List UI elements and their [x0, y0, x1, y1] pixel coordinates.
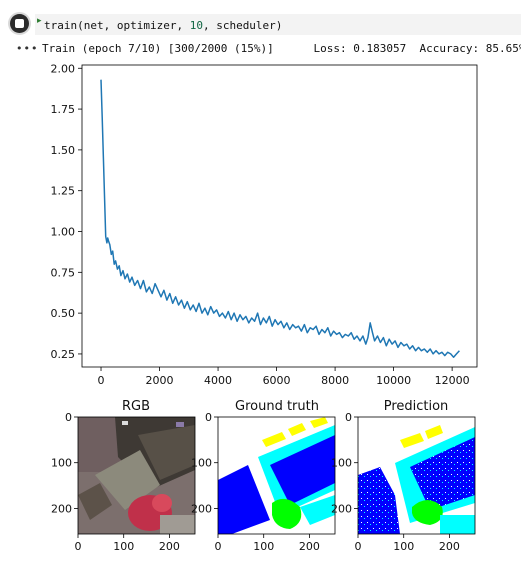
panel-x-tick-label: 0: [215, 540, 222, 553]
panel-x-tick-label: 200: [159, 540, 180, 553]
stop-icon: [15, 19, 24, 28]
x-tick-label: 0: [98, 374, 105, 387]
y-tick-label: 2.00: [51, 62, 76, 75]
plot-frame: [81, 64, 478, 368]
y-tick-label: 0.75: [51, 266, 76, 279]
panel-y-tick-label: 0: [65, 411, 72, 424]
panel-x-tick-label: 0: [75, 540, 82, 553]
y-tick-label: 1.00: [51, 226, 76, 239]
panel-x-tick-label: 100: [113, 540, 134, 553]
y-tick-label: 1.75: [51, 103, 76, 116]
panel-y-tick-label: 0: [205, 411, 212, 424]
panel-y-tick-label: 100: [51, 457, 72, 470]
y-tick-label: 1.50: [51, 144, 76, 157]
panel-y-tick-label: 200: [331, 502, 352, 515]
code-editor[interactable]: [35, 14, 521, 35]
segmentation-panels: RGB Ground truth Prediction: [51, 399, 476, 553]
panel-x-tick-label: 100: [393, 540, 414, 553]
loss-chart: 0.25 0.50 0.75 1.00 1.25 1.50 1.75 2.00 0 2000 400…: [51, 62, 478, 387]
panel-x-tick-label: 200: [439, 540, 460, 553]
panel-y-tick-label: 0: [345, 411, 352, 424]
output-menu-icon[interactable]: •••: [16, 42, 39, 55]
loss-text: Loss: 0.183057: [313, 42, 407, 55]
x-tick-label: 10000: [376, 374, 411, 387]
y-tick-label: 1.25: [51, 185, 76, 198]
x-tick-label: 6000: [263, 374, 291, 387]
panel-title-rgb: RGB: [122, 399, 150, 414]
prediction-image: [358, 417, 475, 534]
panel-x-tick-label: 200: [299, 540, 320, 553]
code-suffix: , scheduler): [202, 19, 283, 32]
panel-y-tick-label: 200: [191, 502, 212, 515]
ground-truth-image: [218, 417, 335, 534]
accuracy-text: Accuracy: 85.65%: [419, 42, 521, 55]
loss-series-line: [100, 79, 460, 358]
progress-text: Train (epoch 7/10) [300/2000 (15%)]: [42, 42, 274, 55]
code-text[interactable]: train(net, optimizer, 10, scheduler): [44, 19, 282, 32]
rgb-image: [78, 417, 195, 534]
x-tick-label: 4000: [204, 374, 232, 387]
panel-x-tick-label: 0: [355, 540, 362, 553]
panel-title-prediction: Prediction: [384, 399, 449, 414]
y-tick-label: 0.50: [51, 307, 76, 320]
code-number: 10: [189, 19, 203, 32]
cursor-marker-icon: ▸: [37, 16, 42, 26]
panel-title-ground-truth: Ground truth: [235, 399, 319, 414]
panel-x-tick-label: 100: [253, 540, 274, 553]
panel-y-tick-label: 100: [331, 457, 352, 470]
x-tick-label: 8000: [321, 374, 349, 387]
x-tick-label: 12000: [435, 374, 470, 387]
training-progress-output: Train (epoch 7/10) [300/2000 (15%)] Loss…: [42, 42, 521, 55]
code-cell[interactable]: ▸ train(net, optimizer, 10, scheduler): [0, 7, 521, 35]
run-cell-button[interactable]: [10, 14, 29, 33]
code-prefix: train(net, optimizer,: [44, 19, 190, 32]
x-tick-label: 2000: [146, 374, 174, 387]
panel-y-tick-label: 200: [51, 502, 72, 515]
panel-y-tick-label: 100: [191, 457, 212, 470]
y-tick-label: 0.25: [51, 348, 76, 361]
